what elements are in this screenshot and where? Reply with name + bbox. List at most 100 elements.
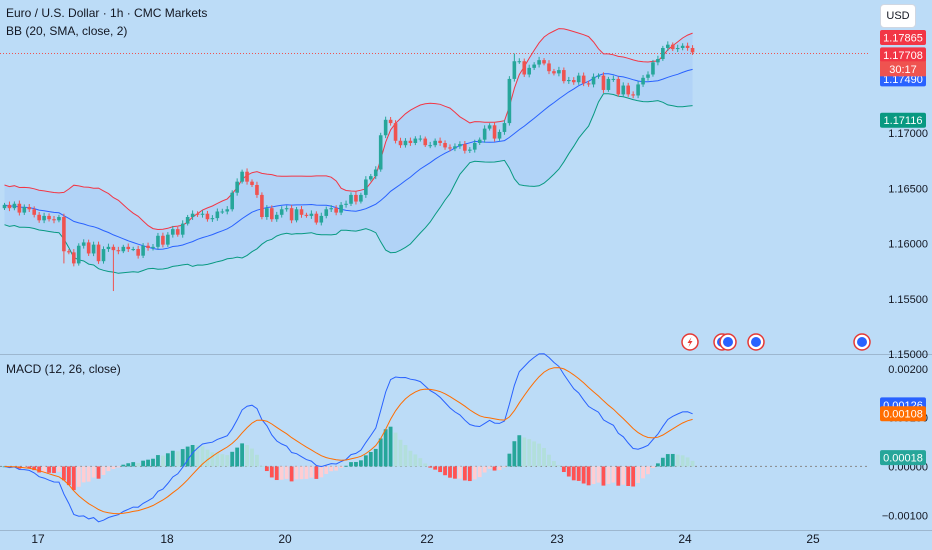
candle-body <box>567 80 571 82</box>
candle-body <box>651 62 655 75</box>
price-tag-bg <box>880 29 926 45</box>
candle-body <box>42 215 46 221</box>
macd-histogram-bar <box>581 466 586 484</box>
macd-histogram-bar <box>571 466 576 481</box>
macd-indicator-label[interactable]: MACD (12, 26, close) <box>6 362 121 376</box>
macd-histogram-bar <box>27 466 32 469</box>
candle-body <box>413 138 418 143</box>
bb-indicator-label[interactable]: BB (20, SMA, close, 2) <box>6 24 128 38</box>
macd-histogram-bar <box>81 466 86 483</box>
candle-body <box>393 123 398 141</box>
candle-body <box>7 204 12 209</box>
time-tick-label: 20 <box>278 532 292 546</box>
macd-histogram-bar <box>141 460 145 467</box>
candle-body <box>72 252 76 264</box>
price-tag: 1.17490 <box>883 74 923 86</box>
price-tag: 1.17708 <box>883 50 923 62</box>
macd-histogram-bar <box>527 439 532 467</box>
macd-histogram-bar <box>180 449 185 467</box>
time-tick-label: 24 <box>678 532 692 546</box>
candle-body <box>86 242 91 254</box>
macd-histogram-bar <box>304 466 309 479</box>
candle-body <box>284 208 289 210</box>
macd-histogram-bar <box>685 457 690 467</box>
candle-body <box>472 142 477 150</box>
macd-histogram-bar <box>670 453 675 467</box>
candle-body <box>606 78 611 90</box>
macd-histogram-bar <box>349 462 353 467</box>
macd-histogram-bar <box>52 466 56 474</box>
candle-body <box>319 215 324 223</box>
macd-histogram-bar <box>106 466 111 472</box>
candle-body <box>32 209 36 215</box>
macd-histogram-bar <box>433 466 438 470</box>
macd-histogram-bar <box>170 450 175 467</box>
globe-glyph <box>857 337 867 347</box>
price-tag: 1.17116 <box>884 115 923 127</box>
candle-body <box>656 59 660 63</box>
macd-histogram-bar <box>86 466 91 482</box>
time-tick-label: 18 <box>160 532 174 546</box>
candle-body <box>359 194 363 202</box>
macd-histogram-bar <box>656 463 660 467</box>
macd-histogram-bar <box>260 466 264 467</box>
candle-body <box>131 249 135 251</box>
macd-histogram-bar <box>448 466 452 478</box>
candle-body <box>685 45 690 48</box>
macd-histogram-bar <box>329 466 334 472</box>
price-tick-label: 1.17000 <box>888 128 928 140</box>
bb-basis-line <box>4 68 693 250</box>
macd-histogram-bar <box>403 445 408 467</box>
candle-body <box>121 246 126 252</box>
candle-body <box>265 208 269 218</box>
macd-histogram-bar <box>250 448 254 467</box>
candle-body <box>215 211 220 219</box>
macd-histogram-bar <box>497 466 502 471</box>
candle-body <box>171 229 175 235</box>
candle-body <box>329 208 333 210</box>
candle-body <box>81 242 86 246</box>
candle-body <box>468 149 472 151</box>
candle-body <box>690 47 695 53</box>
macd-histogram-bar <box>96 466 101 479</box>
candle-body <box>354 194 358 202</box>
candle-body <box>76 245 81 264</box>
candle-body <box>661 47 665 60</box>
candle-body <box>631 94 635 96</box>
macd-histogram-bar <box>101 466 106 475</box>
candle-body <box>596 75 601 77</box>
candle-body <box>398 140 403 146</box>
time-tick-label: 22 <box>420 532 434 546</box>
candle-body <box>433 140 437 146</box>
candle-body <box>517 61 522 63</box>
macd-histogram-bar <box>200 446 205 467</box>
candle-body <box>369 176 373 180</box>
macd-histogram-bar <box>507 453 512 467</box>
macd-value-tag-bg <box>880 406 926 422</box>
currency-button[interactable]: USD <box>880 4 916 28</box>
candle-body <box>279 209 284 215</box>
candle-body <box>106 246 111 250</box>
candle-body <box>388 119 393 124</box>
macd-histogram-bar <box>294 466 299 480</box>
candle-body <box>344 203 348 205</box>
symbol-title[interactable]: Euro / U.S. Dollar · 1h · CMC Markets <box>6 6 208 20</box>
price-tick-label: 1.15000 <box>888 349 928 361</box>
candle-body <box>294 209 299 221</box>
macd-histogram-bar <box>482 466 487 473</box>
candle-body <box>220 211 225 213</box>
candle-body <box>438 140 442 143</box>
macd-histogram-bar <box>621 466 626 485</box>
macd-histogram-bar <box>269 466 274 478</box>
macd-histogram-bar <box>215 452 220 467</box>
macd-histogram-bar <box>487 466 492 469</box>
candle-body <box>116 250 121 252</box>
candle-body <box>448 147 452 149</box>
macd-histogram-bar <box>646 466 650 475</box>
candle-body <box>641 77 645 85</box>
macd-histogram-bar <box>690 460 695 467</box>
candle-body <box>250 181 254 185</box>
macd-histogram-bar <box>591 466 596 485</box>
